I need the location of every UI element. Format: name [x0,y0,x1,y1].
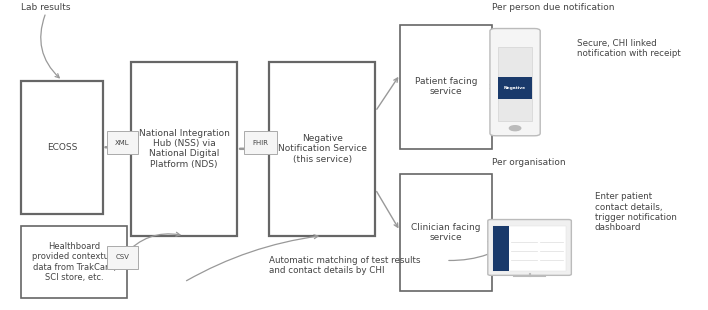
FancyBboxPatch shape [493,226,566,272]
Text: ECOSS: ECOSS [47,143,77,152]
Text: FHIR: FHIR [253,140,268,146]
Text: Per person due notification: Per person due notification [492,3,615,12]
Text: XML: XML [115,140,130,146]
FancyBboxPatch shape [269,62,375,236]
FancyBboxPatch shape [400,174,492,291]
FancyBboxPatch shape [493,226,508,272]
FancyBboxPatch shape [498,77,532,99]
Text: Secure, CHI linked
notification with receipt: Secure, CHI linked notification with rec… [577,39,681,58]
Text: Automatic matching of test results
and contact details by CHI: Automatic matching of test results and c… [269,256,421,275]
Text: Patient facing
service: Patient facing service [415,77,477,96]
FancyBboxPatch shape [490,29,540,136]
FancyBboxPatch shape [400,25,492,149]
FancyBboxPatch shape [131,62,237,236]
FancyBboxPatch shape [488,219,571,275]
FancyBboxPatch shape [498,47,532,121]
Text: Per organisation: Per organisation [492,158,566,167]
Text: National Integration
Hub (NSS) via
National Digital
Platform (NDS): National Integration Hub (NSS) via Natio… [139,129,229,169]
Circle shape [509,126,520,131]
Text: Lab results: Lab results [21,3,71,12]
Text: Negative: Negative [504,86,526,90]
Text: Negative
Notification Service
(this service): Negative Notification Service (this serv… [278,134,367,164]
FancyBboxPatch shape [21,81,103,214]
Text: Enter patient
contact details,
trigger notification
dashboard: Enter patient contact details, trigger n… [595,192,677,232]
Text: Clinician facing
service: Clinician facing service [411,223,481,242]
FancyBboxPatch shape [21,226,127,298]
Text: Healthboard
provided contextual
data from TrakCare,
SCI store, etc.: Healthboard provided contextual data fro… [32,242,117,282]
Text: CSV: CSV [115,254,130,260]
